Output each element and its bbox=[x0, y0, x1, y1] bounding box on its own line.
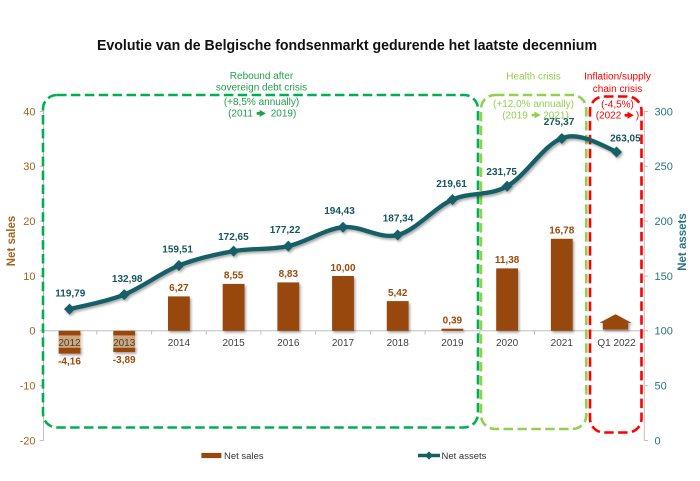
svg-text:2019): 2019) bbox=[271, 109, 297, 120]
svg-text:2016: 2016 bbox=[277, 338, 300, 349]
svg-text:-3,89: -3,89 bbox=[113, 355, 136, 366]
svg-text:Inflation/supply: Inflation/supply bbox=[584, 72, 651, 83]
svg-text:0: 0 bbox=[29, 326, 35, 338]
svg-text:20: 20 bbox=[23, 216, 35, 228]
svg-text:-20: -20 bbox=[20, 435, 36, 447]
svg-text:231,75: 231,75 bbox=[486, 167, 517, 178]
svg-text:187,34: 187,34 bbox=[383, 214, 414, 225]
svg-text:200: 200 bbox=[655, 216, 673, 228]
svg-text:275,37: 275,37 bbox=[544, 117, 575, 128]
svg-text:6,27: 6,27 bbox=[169, 283, 189, 294]
svg-text:(+12,0% annually): (+12,0% annually) bbox=[493, 99, 574, 110]
svg-text:2020: 2020 bbox=[496, 338, 519, 349]
svg-text:177,22: 177,22 bbox=[270, 225, 301, 236]
svg-text:Q1 2022: Q1 2022 bbox=[597, 338, 636, 349]
svg-text:263,05: 263,05 bbox=[610, 133, 641, 144]
svg-text:Net sales: Net sales bbox=[224, 451, 264, 462]
svg-text:Net assets: Net assets bbox=[677, 213, 689, 271]
svg-text:2015: 2015 bbox=[222, 338, 245, 349]
svg-text:(-4,5%): (-4,5%) bbox=[601, 99, 634, 110]
svg-text:2021): 2021) bbox=[543, 110, 569, 121]
svg-text:8,55: 8,55 bbox=[224, 271, 244, 282]
svg-text:0,39: 0,39 bbox=[443, 316, 463, 327]
svg-text:sovereign debt crisis: sovereign debt crisis bbox=[216, 83, 307, 94]
svg-text:40: 40 bbox=[23, 106, 35, 118]
svg-text:150: 150 bbox=[655, 271, 673, 283]
svg-text:194,43: 194,43 bbox=[324, 206, 355, 217]
svg-text:100: 100 bbox=[655, 326, 673, 338]
svg-text:-10: -10 bbox=[20, 381, 36, 393]
svg-text:2019: 2019 bbox=[441, 338, 464, 349]
svg-text:219,61: 219,61 bbox=[436, 179, 467, 190]
svg-text:(2022: (2022 bbox=[596, 111, 622, 122]
svg-text:(2011: (2011 bbox=[228, 109, 253, 120]
svg-text:Rebound after: Rebound after bbox=[230, 71, 294, 82]
svg-text:2012: 2012 bbox=[58, 338, 81, 349]
svg-text:0: 0 bbox=[655, 435, 661, 447]
svg-text:119,79: 119,79 bbox=[55, 289, 85, 300]
svg-text:chain crisis: chain crisis bbox=[593, 84, 642, 95]
svg-text:2021: 2021 bbox=[551, 338, 574, 349]
svg-text:Health crisis: Health crisis bbox=[506, 72, 560, 83]
svg-text:30: 30 bbox=[23, 161, 35, 173]
svg-text:-4,16: -4,16 bbox=[58, 357, 81, 368]
svg-text:300: 300 bbox=[655, 106, 673, 118]
svg-text:10: 10 bbox=[23, 271, 35, 283]
svg-text:): ) bbox=[636, 111, 639, 122]
svg-text:Net sales: Net sales bbox=[6, 216, 18, 267]
svg-text:159,51: 159,51 bbox=[162, 244, 193, 255]
svg-text:2014: 2014 bbox=[168, 338, 191, 349]
svg-text:50: 50 bbox=[655, 381, 667, 393]
svg-text:10,00: 10,00 bbox=[330, 263, 355, 274]
svg-text:(2019: (2019 bbox=[502, 110, 528, 121]
svg-text:(+8,5% annually): (+8,5% annually) bbox=[224, 97, 299, 108]
svg-text:2013: 2013 bbox=[113, 338, 136, 349]
svg-text:16,78: 16,78 bbox=[549, 226, 574, 237]
svg-text:11,38: 11,38 bbox=[495, 255, 520, 266]
svg-text:172,65: 172,65 bbox=[218, 232, 249, 243]
svg-text:5,42: 5,42 bbox=[388, 288, 408, 299]
svg-text:132,98: 132,98 bbox=[112, 274, 143, 285]
svg-text:Net assets: Net assets bbox=[442, 451, 487, 462]
svg-text:2018: 2018 bbox=[387, 338, 410, 349]
svg-text:8,83: 8,83 bbox=[279, 269, 299, 280]
svg-text:250: 250 bbox=[655, 161, 673, 173]
svg-text:Evolutie van de Belgische fond: Evolutie van de Belgische fondsenmarkt g… bbox=[97, 37, 597, 54]
svg-text:2017: 2017 bbox=[332, 338, 355, 349]
